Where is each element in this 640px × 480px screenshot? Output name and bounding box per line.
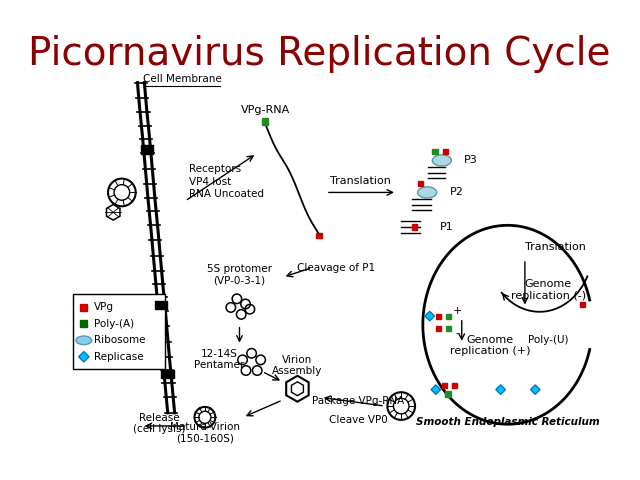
- Polygon shape: [496, 385, 506, 395]
- Text: Poly-(U): Poly-(U): [528, 336, 568, 345]
- Text: P1: P1: [440, 222, 454, 232]
- Bar: [442, 383, 447, 388]
- Text: Cleavage of P1: Cleavage of P1: [298, 263, 376, 273]
- Bar: [81, 304, 87, 311]
- Bar: [262, 119, 268, 124]
- Bar: [443, 149, 448, 155]
- Text: Package VPg-RNA: Package VPg-RNA: [312, 396, 404, 406]
- Text: Cell Membrane: Cell Membrane: [143, 74, 222, 84]
- Polygon shape: [431, 385, 440, 395]
- Bar: [316, 233, 322, 238]
- Text: Receptors: Receptors: [189, 164, 241, 174]
- Bar: [445, 391, 451, 396]
- Polygon shape: [425, 312, 435, 321]
- Bar: [141, 145, 153, 154]
- Text: Translation: Translation: [525, 242, 586, 252]
- Bar: [452, 383, 458, 388]
- Bar: [580, 302, 586, 308]
- Bar: [161, 370, 173, 378]
- Polygon shape: [79, 351, 89, 362]
- Text: Genome
replication (-): Genome replication (-): [511, 279, 586, 301]
- Text: Genome
replication (+): Genome replication (+): [450, 335, 531, 356]
- Text: P3: P3: [465, 156, 478, 166]
- FancyBboxPatch shape: [74, 295, 165, 369]
- Text: VP4 lost
RNA Uncoated: VP4 lost RNA Uncoated: [189, 177, 264, 199]
- Text: +: +: [452, 306, 462, 316]
- Bar: [81, 321, 87, 327]
- Text: P2: P2: [450, 187, 463, 197]
- Text: Poly-(A): Poly-(A): [94, 319, 134, 329]
- Bar: [436, 325, 441, 331]
- Bar: [155, 300, 167, 309]
- Bar: [418, 181, 423, 186]
- Text: Release
(cell lysis): Release (cell lysis): [133, 412, 186, 434]
- Text: Replicase: Replicase: [94, 352, 144, 362]
- Bar: [446, 325, 451, 331]
- Bar: [433, 149, 438, 155]
- Text: Smooth Endoplasmic Reticulum: Smooth Endoplasmic Reticulum: [416, 417, 600, 427]
- Text: Mature Virion
(150-160S): Mature Virion (150-160S): [170, 422, 240, 444]
- Text: Cleave VP0: Cleave VP0: [328, 415, 387, 425]
- Text: Virion
Assembly: Virion Assembly: [272, 355, 323, 376]
- Bar: [436, 313, 441, 319]
- Ellipse shape: [76, 336, 92, 345]
- Text: VPg: VPg: [94, 302, 114, 312]
- Text: Translation: Translation: [330, 176, 391, 186]
- Bar: [412, 225, 417, 229]
- Text: Picornavirus Replication Cycle: Picornavirus Replication Cycle: [28, 35, 611, 73]
- Ellipse shape: [418, 187, 436, 198]
- Text: VPg-RNA: VPg-RNA: [241, 105, 290, 115]
- Polygon shape: [531, 385, 540, 395]
- Text: -: -: [456, 328, 460, 338]
- Ellipse shape: [433, 155, 451, 166]
- Text: 12-14S
Pentamer: 12-14S Pentamer: [195, 348, 244, 370]
- Text: 5S protomer
(VP-0-3-1): 5S protomer (VP-0-3-1): [207, 264, 272, 286]
- Bar: [446, 313, 451, 319]
- Text: Ribosome: Ribosome: [94, 336, 146, 345]
